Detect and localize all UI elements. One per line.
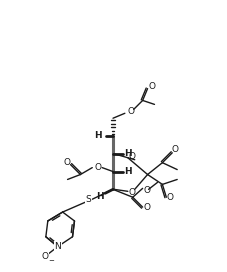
Text: O: O [128,188,135,197]
Text: O: O [167,193,174,202]
Text: H: H [124,149,132,158]
Text: H: H [94,131,102,141]
Text: H: H [124,167,132,176]
Text: O: O [41,252,48,261]
Text: O: O [127,107,134,116]
Text: S: S [85,195,91,204]
Text: O: O [95,163,102,172]
Text: O: O [63,158,70,167]
Text: −: − [48,258,54,264]
Text: O: O [143,203,150,212]
Text: O: O [128,152,135,161]
Text: N: N [54,242,61,251]
Text: O: O [172,145,179,154]
Text: O: O [148,82,155,91]
Text: O: O [143,186,150,195]
Text: H: H [96,192,104,201]
